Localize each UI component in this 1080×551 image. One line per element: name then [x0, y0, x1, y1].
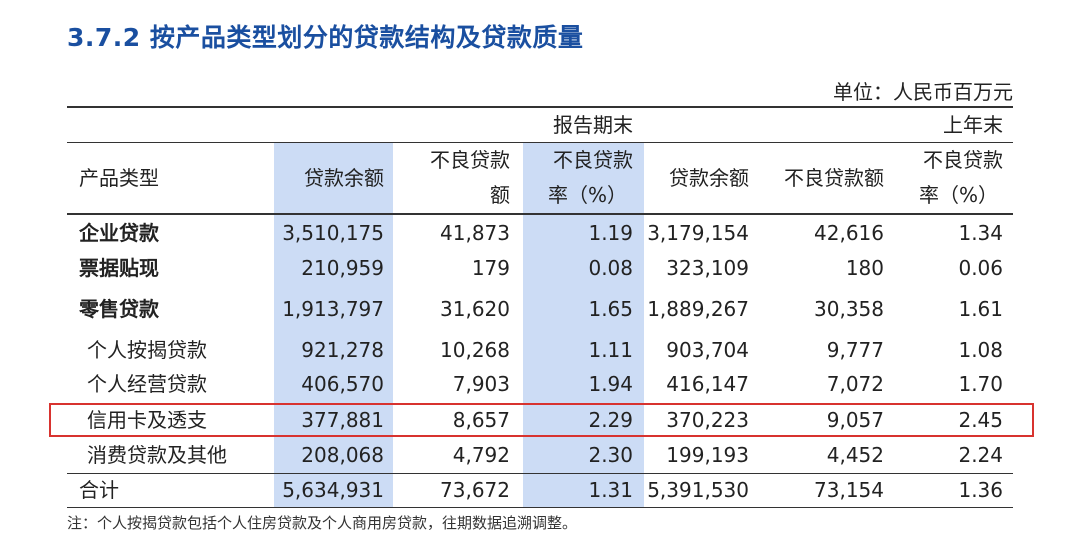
highlight-annotation-box — [49, 403, 1034, 437]
row-ratio-prior: 2.45 — [958, 408, 1003, 432]
row-ratio-prior: 1.36 — [958, 478, 1003, 502]
table-bottom-rule — [67, 507, 1013, 508]
row-balance-prior: 3,179,154 — [647, 221, 749, 245]
table-top-rule — [67, 106, 1013, 108]
row-name: 信用卡及透支 — [87, 408, 207, 432]
header-rule — [67, 142, 1013, 143]
row-ratio: 1.94 — [588, 372, 633, 396]
row-name: 票据贴现 — [79, 256, 159, 280]
row-ratio-prior: 1.34 — [958, 221, 1003, 245]
row-npl-prior: 9,057 — [826, 408, 884, 432]
row-ratio: 2.30 — [588, 443, 633, 467]
total-rule — [67, 473, 1013, 474]
row-ratio: 1.31 — [588, 478, 633, 502]
unit-label: 单位：人民币百万元 — [833, 80, 1013, 104]
row-name: 个人按揭贷款 — [87, 338, 207, 362]
row-balance: 3,510,175 — [282, 221, 384, 245]
row-name-total: 合计 — [79, 478, 119, 502]
row-balance: 208,068 — [301, 443, 384, 467]
col-npl-prior: 不良贷款额 — [784, 166, 884, 190]
col-npl-line2: 额 — [490, 183, 510, 207]
col-ratio-line2: 率（%） — [548, 183, 628, 207]
footnote: 注：个人按揭贷款包括个人住房贷款及个人商用房贷款，往期数据追溯调整。 — [67, 514, 578, 532]
row-ratio: 0.08 — [588, 256, 633, 280]
row-npl: 7,903 — [452, 372, 510, 396]
row-npl-prior: 4,452 — [826, 443, 884, 467]
row-balance: 5,634,931 — [282, 478, 384, 502]
row-balance: 210,959 — [301, 256, 384, 280]
row-name: 消费贷款及其他 — [87, 443, 227, 467]
period-current-header: 报告期末 — [553, 113, 633, 137]
row-balance-prior: 323,109 — [666, 256, 749, 280]
row-ratio: 1.11 — [588, 338, 633, 362]
row-ratio-prior: 1.08 — [958, 338, 1003, 362]
row-ratio-prior: 0.06 — [958, 256, 1003, 280]
row-balance-prior: 1,889,267 — [647, 297, 749, 321]
row-npl: 179 — [471, 256, 510, 280]
row-name: 零售贷款 — [79, 297, 159, 321]
section-title: 3.7.2 按产品类型划分的贷款结构及贷款质量 — [67, 23, 584, 52]
row-npl: 4,792 — [452, 443, 510, 467]
highlight-balance-column — [274, 143, 393, 508]
row-npl-prior: 73,154 — [814, 478, 884, 502]
col-product-type: 产品类型 — [79, 166, 159, 190]
col-balance: 贷款余额 — [304, 166, 384, 190]
highlight-ratio-column — [523, 143, 644, 508]
row-ratio: 2.29 — [588, 408, 633, 432]
row-npl-prior: 9,777 — [826, 338, 884, 362]
col-balance-prior: 贷款余额 — [669, 166, 749, 190]
row-ratio-prior: 1.70 — [958, 372, 1003, 396]
row-npl-prior: 30,358 — [814, 297, 884, 321]
row-ratio: 1.65 — [588, 297, 633, 321]
row-balance: 921,278 — [301, 338, 384, 362]
row-balance-prior: 5,391,530 — [647, 478, 749, 502]
row-name: 企业贷款 — [79, 221, 159, 245]
row-npl: 73,672 — [440, 478, 510, 502]
col-ratio-line1: 不良贷款 — [553, 148, 633, 172]
col-npl-line1: 不良贷款 — [430, 148, 510, 172]
row-balance-prior: 903,704 — [666, 338, 749, 362]
row-balance: 406,570 — [301, 372, 384, 396]
period-prior-header: 上年末 — [943, 113, 1003, 137]
row-npl: 8,657 — [452, 408, 510, 432]
row-npl: 31,620 — [440, 297, 510, 321]
row-name: 个人经营贷款 — [87, 372, 207, 396]
row-npl: 41,873 — [440, 221, 510, 245]
row-ratio: 1.19 — [588, 221, 633, 245]
row-npl-prior: 42,616 — [814, 221, 884, 245]
col-ratio-prior-line2: 率（%） — [919, 183, 999, 207]
row-balance-prior: 370,223 — [666, 408, 749, 432]
row-npl: 10,268 — [440, 338, 510, 362]
row-balance-prior: 416,147 — [666, 372, 749, 396]
row-npl-prior: 7,072 — [826, 372, 884, 396]
row-balance: 377,881 — [301, 408, 384, 432]
row-balance: 1,913,797 — [282, 297, 384, 321]
col-ratio-prior-line1: 不良贷款 — [923, 148, 1003, 172]
loan-quality-table: 报告期末 上年末 产品类型 贷款余额 不良贷款 额 不良贷款 率（%） 贷款余额… — [67, 106, 1013, 508]
header-bottom-rule — [67, 213, 1013, 215]
row-balance-prior: 199,193 — [666, 443, 749, 467]
row-ratio-prior: 1.61 — [958, 297, 1003, 321]
row-ratio-prior: 2.24 — [958, 443, 1003, 467]
row-npl-prior: 180 — [845, 256, 884, 280]
